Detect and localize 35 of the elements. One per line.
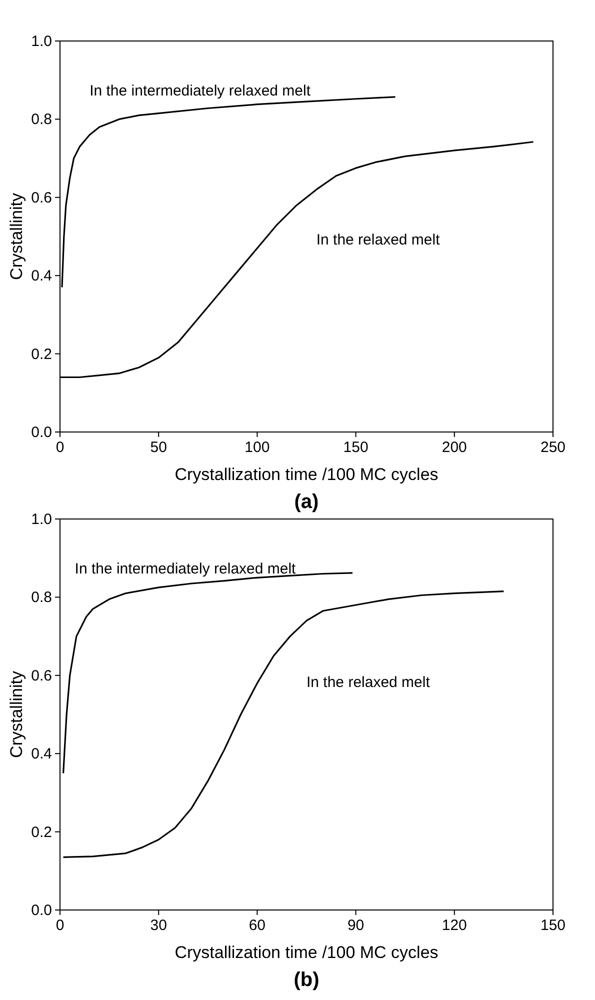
- text: (a): [294, 491, 319, 513]
- x-tick-label: 60: [248, 917, 266, 934]
- line-series: [62, 590, 504, 858]
- x-tick-label: 0: [56, 917, 64, 934]
- annotation: In the intermediately relaxed melt: [90, 82, 312, 100]
- y-tick-label: 1.0: [31, 33, 52, 50]
- annotation: In the intermediately relaxed melt: [74, 560, 297, 578]
- x-tick-label: 120: [442, 917, 467, 934]
- y-axis-title: Crystallinity: [7, 192, 26, 280]
- y-tick-label: 0.8: [31, 589, 52, 606]
- y-tick-label: 0.6: [31, 667, 52, 684]
- x-tick-label: 30: [150, 917, 167, 934]
- x-axis-title: Crystallization time /100 MC cycles: [174, 943, 438, 962]
- x-tick-label: 250: [540, 439, 566, 456]
- x-tick-label: 100: [244, 439, 270, 456]
- annotation: In the relaxed melt: [306, 674, 431, 692]
- y-tick-label: 0.8: [31, 111, 52, 128]
- y-tick-label: 0.2: [31, 346, 52, 363]
- y-tick-label: 1.0: [31, 511, 52, 528]
- text: (b): [294, 969, 320, 991]
- x-tick-label: 90: [347, 917, 364, 934]
- x-tick-label: 150: [343, 439, 368, 456]
- annotation: In the relaxed melt: [316, 231, 441, 248]
- x-tick-label: 50: [150, 439, 167, 456]
- y-tick-label: 0.4: [31, 746, 52, 763]
- x-tick-label: 0: [56, 439, 64, 456]
- y-axis-title: Crystallinity: [7, 670, 26, 758]
- y-tick-label: 0.2: [31, 824, 52, 841]
- y-tick-label: 0.0: [31, 902, 52, 919]
- y-tick-label: 0.6: [31, 189, 52, 206]
- x-axis-title: Crystallization time /100 MC cycles: [174, 465, 438, 484]
- y-tick-label: 0.4: [31, 268, 52, 285]
- x-tick-label: 200: [442, 439, 467, 456]
- y-tick-label: 0.0: [31, 424, 52, 441]
- x-tick-label: 150: [540, 917, 566, 934]
